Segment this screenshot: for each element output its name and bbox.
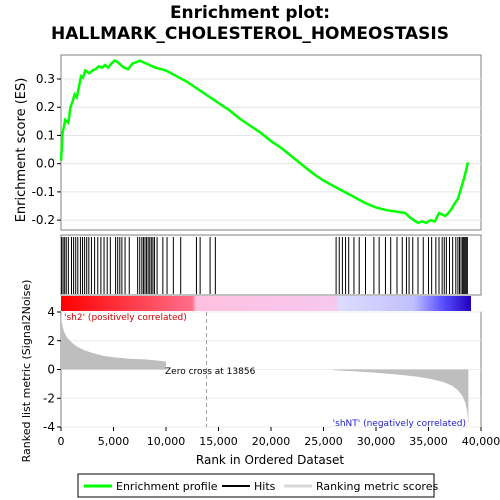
es-y-axis-label: Enrichment score (ES) — [14, 78, 29, 223]
es-gridlines — [61, 78, 481, 221]
x-tick-label: 0 — [58, 435, 65, 448]
es-y-tick-label: -0.2 — [32, 213, 55, 227]
ranking-metric-area — [61, 312, 469, 426]
x-tick-label: 25,000 — [304, 435, 343, 448]
metric-y-tick-label: 4 — [47, 305, 55, 319]
zero-cross-annotation: Zero cross at 13856 — [165, 367, 256, 377]
x-tick-label: 35,000 — [409, 435, 448, 448]
x-axis: 0 5,000 10,000 15,000 20,000 25,000 30,000 35,0… — [58, 427, 500, 448]
hits-marks — [61, 237, 468, 294]
x-tick-label: 40,000 — [462, 435, 500, 448]
es-y-tick-label: 0.0 — [36, 157, 55, 171]
ranking-color-bar — [61, 296, 471, 311]
x-tick-label: 20,000 — [252, 435, 291, 448]
x-tick-label: 5,000 — [98, 435, 130, 448]
es-y-axis: -0.2 -0.1 0.0 0.1 0.2 0.3 — [32, 72, 61, 227]
enrichment-profile-line — [59, 59, 470, 225]
legend-label-enrichment-profile: Enrichment profile — [116, 480, 218, 493]
hits-panel-frame — [60, 234, 482, 296]
chart-title-line1: Enrichment plot: — [169, 3, 331, 23]
legend-label-ranking-metric: Ranking metric scores — [316, 480, 438, 493]
x-tick-label: 30,000 — [357, 435, 396, 448]
metric-y-tick-label: -4 — [43, 420, 55, 434]
es-y-tick-label: 0.2 — [36, 100, 55, 114]
es-y-tick-label: -0.1 — [32, 185, 55, 199]
x-tick-label: 10,000 — [147, 435, 186, 448]
x-tick-label: 15,000 — [199, 435, 238, 448]
legend-box — [77, 473, 435, 498]
metric-y-axis-label: Ranked list metric (Signal2Noise) — [20, 280, 33, 463]
metric-y-tick-label: 2 — [47, 334, 55, 348]
x-axis-label: Rank in Ordered Dataset — [196, 453, 344, 467]
positive-correlation-label: 'sh2' (positively correlated) — [64, 313, 187, 323]
chart-title-line2: HALLMARK_CHOLESTEROL_HOMEOSTASIS — [51, 24, 449, 44]
metric-y-tick-label: 0 — [47, 363, 55, 377]
es-y-tick-label: 0.3 — [36, 72, 55, 86]
metric-y-axis: -4 -2 0 2 4 — [43, 305, 61, 434]
legend-label-hits: Hits — [254, 480, 276, 493]
negative-correlation-label: 'shNT' (negatively correlated) — [333, 419, 466, 429]
metric-y-tick-label: -2 — [43, 391, 55, 405]
es-y-tick-label: 0.1 — [36, 128, 55, 142]
